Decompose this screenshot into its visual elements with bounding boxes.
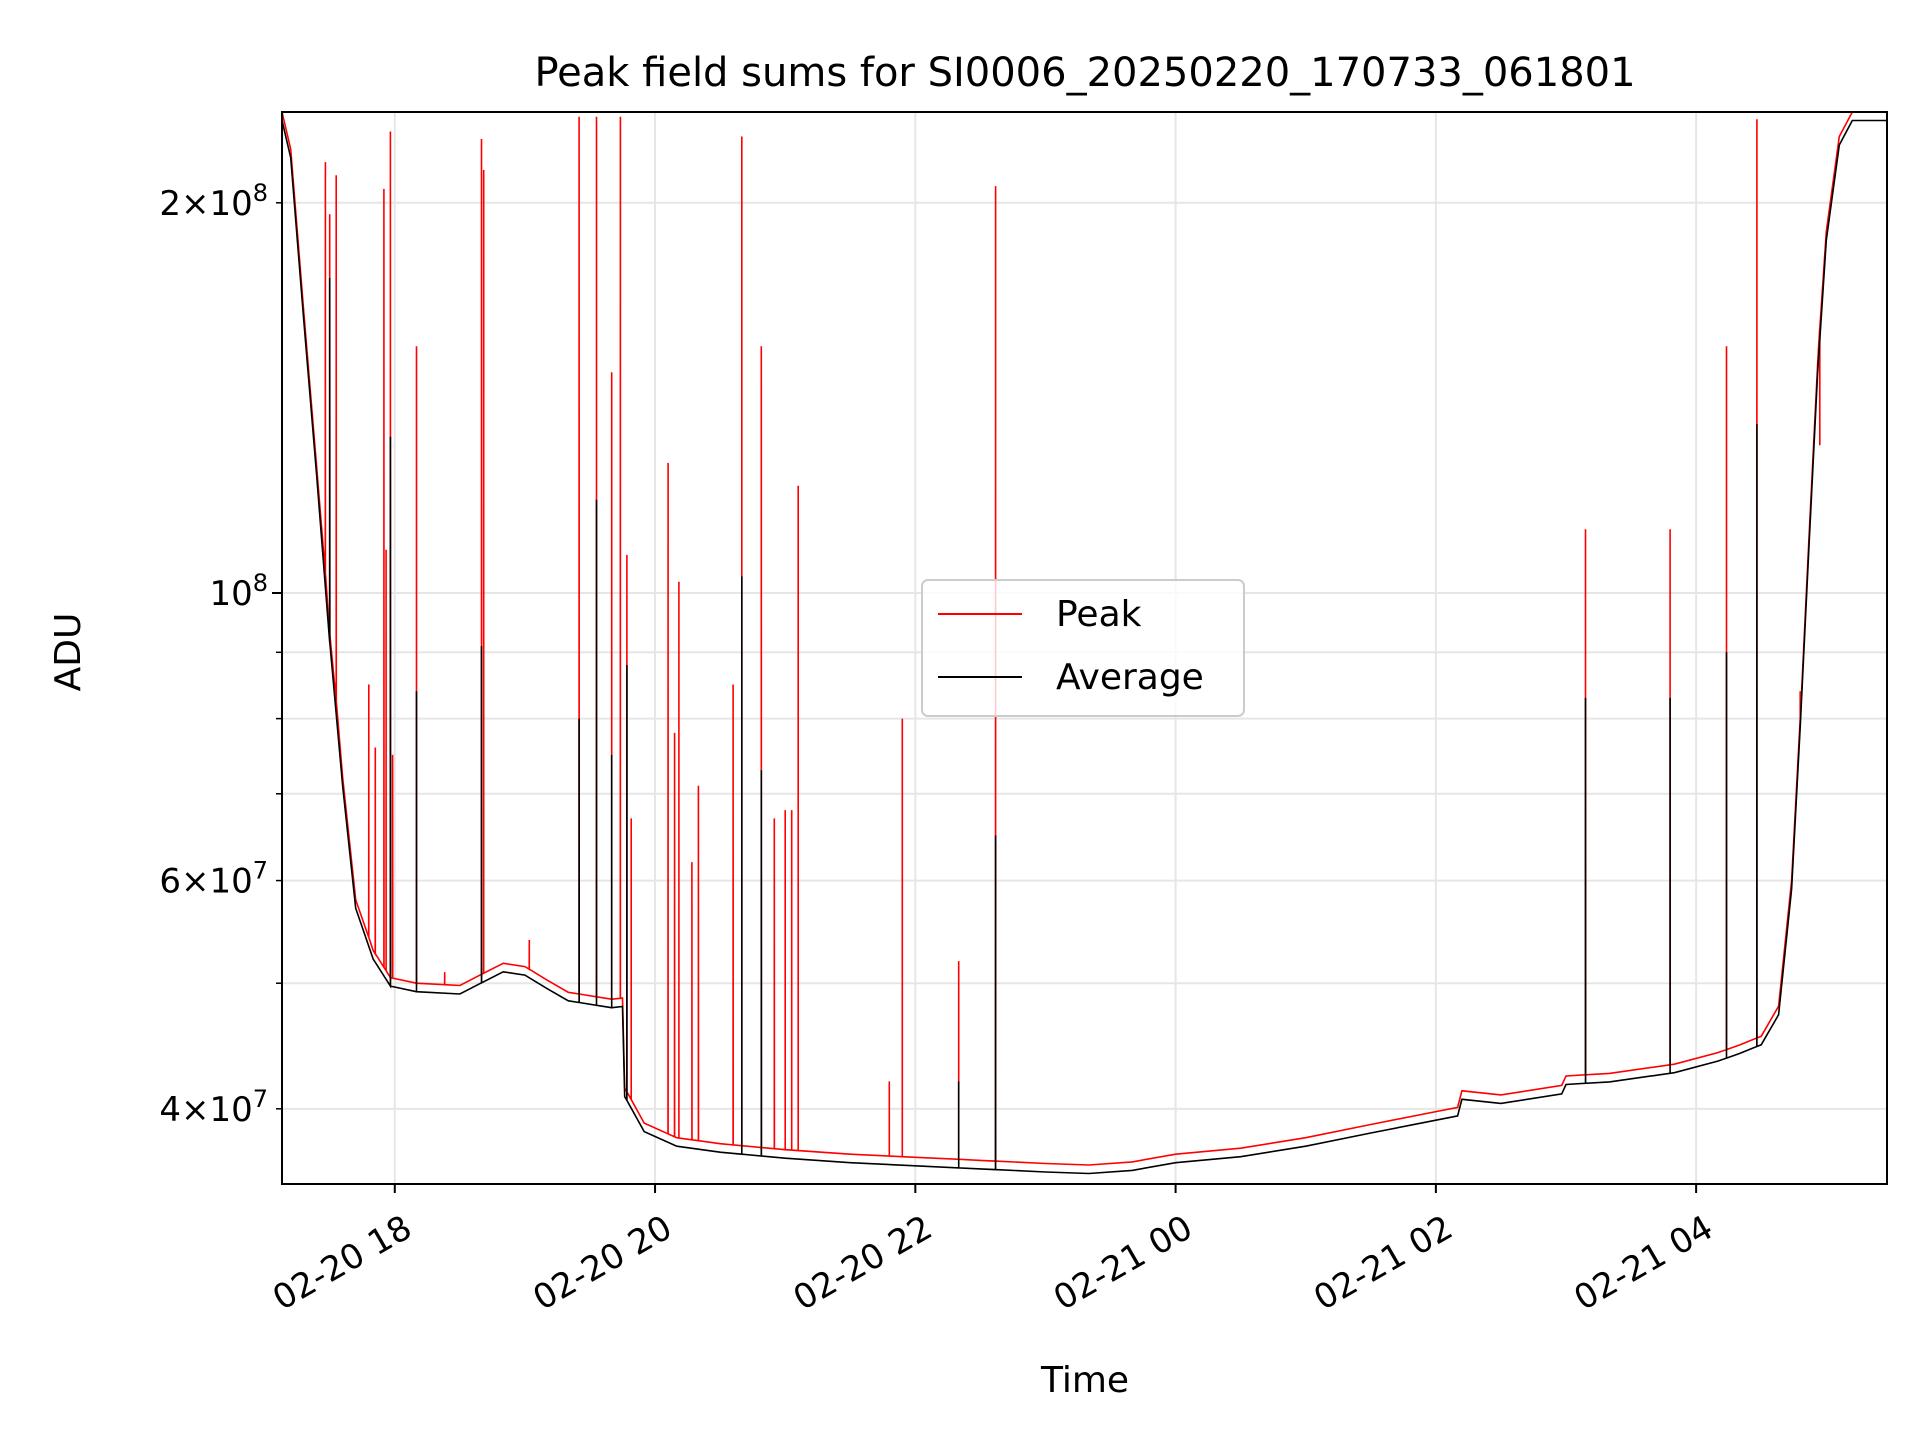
x-tick-label: 02-20 18 xyxy=(266,1208,418,1319)
peak-series-line xyxy=(281,111,1887,1166)
x-axis-label: Time xyxy=(1040,1360,1129,1401)
legend-average-label: Average xyxy=(1056,657,1204,698)
y-axis-label: ADU xyxy=(48,613,89,692)
plot-frame xyxy=(281,111,1888,1185)
x-tick-label: 02-21 00 xyxy=(1047,1208,1199,1319)
chart-title: Peak field sums for SI0006_20250220_1707… xyxy=(534,50,1635,96)
series-layer xyxy=(281,111,1887,1175)
y-tick-label: 108 xyxy=(209,569,268,614)
y-axis-ticks: 108 4×107 6×107 2×108 xyxy=(159,179,282,1130)
y-tick-label: 6×107 xyxy=(159,857,268,902)
x-tick-label: 02-20 22 xyxy=(787,1208,939,1319)
legend: Peak Average xyxy=(921,579,1245,717)
x-tick-label: 02-20 20 xyxy=(526,1208,678,1319)
y-tick-label: 4×107 xyxy=(159,1085,268,1130)
x-tick-label: 02-21 04 xyxy=(1568,1208,1720,1319)
y-tick-label: 2×108 xyxy=(159,179,268,224)
average-series-line xyxy=(281,119,1887,1175)
legend-peak-label: Peak xyxy=(1056,594,1142,635)
x-tick-label: 02-21 02 xyxy=(1307,1208,1459,1319)
x-axis-ticks: 02-20 18 02-20 20 02-20 22 02-21 00 02-21 02… xyxy=(266,1184,1720,1319)
